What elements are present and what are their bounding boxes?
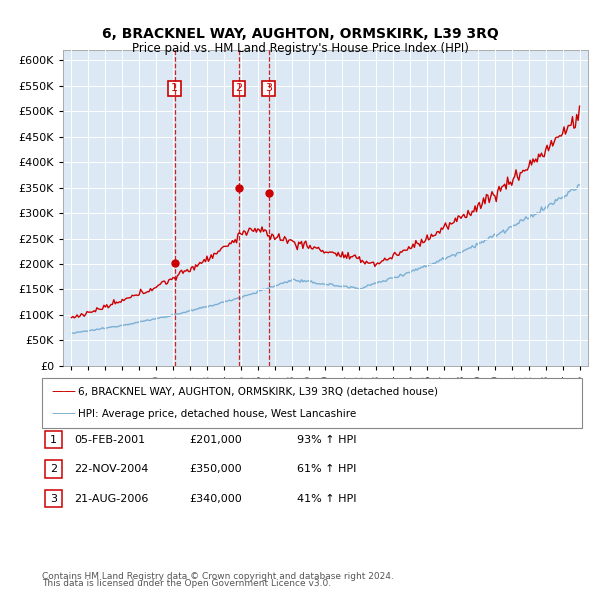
Text: HPI: Average price, detached house, West Lancashire: HPI: Average price, detached house, West… <box>78 409 356 419</box>
Text: 05-FEB-2001: 05-FEB-2001 <box>74 435 145 444</box>
Text: ——: —— <box>51 385 76 398</box>
Text: 22-NOV-2004: 22-NOV-2004 <box>74 464 148 474</box>
Text: This data is licensed under the Open Government Licence v3.0.: This data is licensed under the Open Gov… <box>42 579 331 588</box>
Text: £201,000: £201,000 <box>189 435 242 444</box>
Text: 21-AUG-2006: 21-AUG-2006 <box>74 494 148 503</box>
Text: £340,000: £340,000 <box>189 494 242 503</box>
Text: 6, BRACKNEL WAY, AUGHTON, ORMSKIRK, L39 3RQ (detached house): 6, BRACKNEL WAY, AUGHTON, ORMSKIRK, L39 … <box>78 386 438 396</box>
Text: £350,000: £350,000 <box>189 464 242 474</box>
Text: 93% ↑ HPI: 93% ↑ HPI <box>297 435 356 444</box>
Text: 2: 2 <box>50 464 57 474</box>
Text: ——: —— <box>51 407 76 420</box>
Text: 1: 1 <box>50 435 57 444</box>
Text: 61% ↑ HPI: 61% ↑ HPI <box>297 464 356 474</box>
Text: 3: 3 <box>265 83 272 93</box>
Text: 41% ↑ HPI: 41% ↑ HPI <box>297 494 356 503</box>
Text: 6, BRACKNEL WAY, AUGHTON, ORMSKIRK, L39 3RQ: 6, BRACKNEL WAY, AUGHTON, ORMSKIRK, L39 … <box>101 27 499 41</box>
Text: 1: 1 <box>171 83 178 93</box>
Text: 3: 3 <box>50 494 57 503</box>
Text: Price paid vs. HM Land Registry's House Price Index (HPI): Price paid vs. HM Land Registry's House … <box>131 42 469 55</box>
Text: 2: 2 <box>235 83 242 93</box>
Text: Contains HM Land Registry data © Crown copyright and database right 2024.: Contains HM Land Registry data © Crown c… <box>42 572 394 581</box>
